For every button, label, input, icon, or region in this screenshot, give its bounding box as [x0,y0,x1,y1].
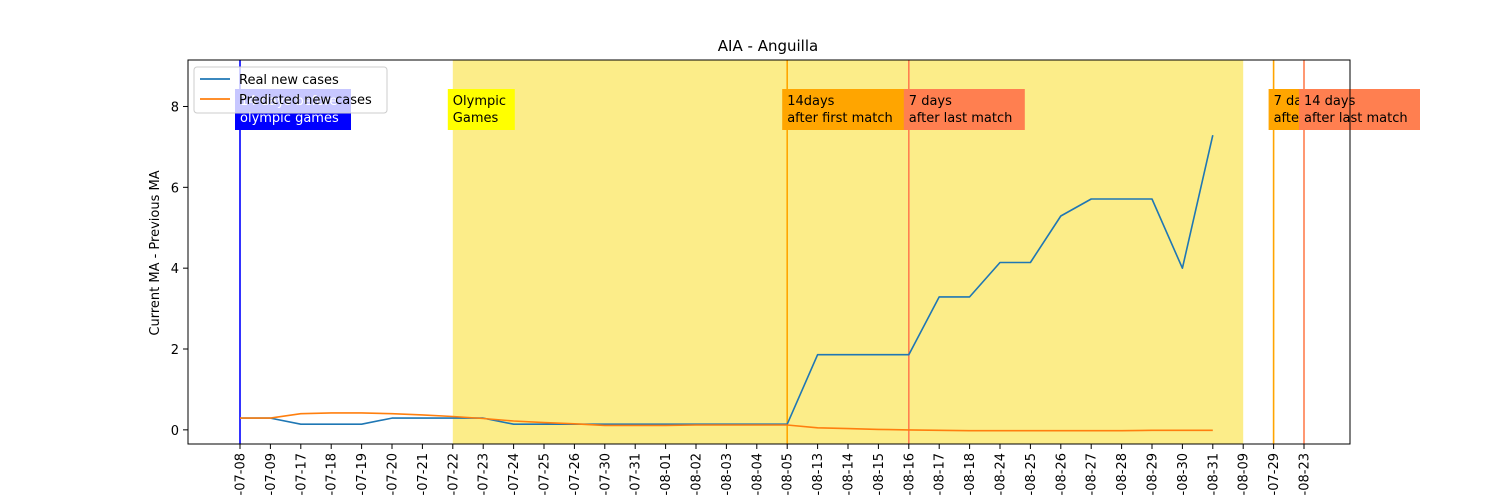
x-tick-label-30: -08-29 [1146,453,1161,495]
axes-layer: 0 2 4 6 8 -07-08 -07-09 -07-17 -07-18 -07-19 -07-2… [171,59,1351,495]
annotation-box-5 [1299,89,1420,130]
x-tick-label-33: -08-09 [1237,453,1252,495]
annotation-text-2-1: after first match [787,111,893,126]
x-tick-label-8: -07-23 [477,453,492,495]
series-line-1 [240,412,1213,432]
legend-label-1: Predicted new cases [239,93,372,108]
annotation-text-0-1: olympic games [240,111,339,126]
series-layer [240,135,1214,432]
chart-title: AIA - Anguilla [718,37,818,55]
x-tick-label-19: -08-13 [811,453,826,495]
x-tick-label-22: -08-16 [902,453,917,495]
legend: Real new cases Predicted new cases [193,66,388,114]
legend-box [193,66,388,114]
annotation-text-3-0: 7 days [909,94,952,109]
x-tick-label-13: -07-31 [629,453,644,495]
annotation-text-3-1: after last match [909,111,1013,126]
x-tick-label-14: -08-01 [659,453,674,495]
x-tick-label-24: -08-18 [963,453,978,495]
x-tick-label-0: -07-08 [234,453,249,495]
plot-frame [187,59,1351,445]
x-tick-label-23: -08-17 [933,453,948,495]
x-tick-label-10: -07-25 [538,453,553,495]
y-tick-label-2: 4 [171,262,179,277]
x-tick-label-35: -08-23 [1298,453,1313,495]
x-tick-label-31: -08-30 [1176,453,1191,495]
x-tick-label-16: -08-03 [720,453,735,495]
y-tick-label-3: 6 [171,181,179,196]
x-tick-label-26: -08-25 [1024,453,1039,495]
x-tick-label-2: -07-17 [294,453,309,495]
x-tick-label-11: -07-26 [568,453,583,495]
annotation-text-5-1: after last match [1304,111,1408,126]
x-tick-label-4: -07-19 [355,453,370,495]
x-tick-label-32: -08-31 [1206,453,1221,495]
x-tick-label-28: -08-27 [1085,453,1100,495]
annotation-text-2-0: 14days [787,94,834,109]
x-tick-label-18: -08-05 [781,453,796,495]
x-tick-label-15: -08-02 [690,453,705,495]
annotation-text-1-1: Games [453,111,499,126]
annotation-box-3 [903,89,1025,130]
x-tick-label-3: -07-18 [325,453,340,495]
x-tick-label-9: -07-24 [507,453,522,495]
x-tick-label-25: -08-24 [994,453,1009,495]
annotation-text-1-0: Olympic [453,94,506,109]
y-tick-label-1: 2 [171,343,179,358]
annotation-box-1 [447,89,515,130]
x-tick-label-21: -08-15 [872,453,887,495]
x-tick-label-12: -07-30 [598,453,613,495]
y-axis-label: Current MA - Previous MA [148,170,163,335]
annotation-box-2 [782,89,915,130]
y-tick-label-0: 0 [171,424,179,439]
y-tick-label-4: 8 [171,100,179,115]
x-tick-label-27: -08-26 [1054,453,1069,495]
x-tick-label-5: -07-20 [386,453,401,495]
x-tick-label-17: -08-04 [750,453,765,495]
x-tick-label-1: -07-09 [264,453,279,495]
legend-label-0: Real new cases [239,73,339,88]
x-tick-label-34: -07-29 [1267,453,1282,495]
x-tick-label-6: -07-21 [416,453,431,495]
annotation-text-5-0: 14 days [1304,94,1356,109]
x-tick-label-20: -08-14 [842,453,857,495]
x-tick-label-29: -08-28 [1115,453,1130,495]
x-tick-label-7: -07-22 [446,453,461,495]
